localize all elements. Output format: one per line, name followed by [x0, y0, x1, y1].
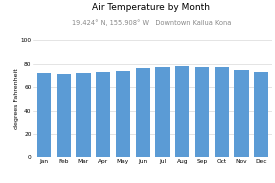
Bar — [254, 72, 268, 157]
Text: 19.424° N, 155.908° W   Downtown Kailua Kona: 19.424° N, 155.908° W Downtown Kailua Ko… — [72, 19, 231, 26]
Bar — [37, 73, 51, 157]
Text: Air Temperature by Month: Air Temperature by Month — [92, 3, 210, 12]
Bar — [155, 67, 170, 157]
Y-axis label: degrees Fahrenheit: degrees Fahrenheit — [14, 68, 19, 129]
Bar — [215, 67, 229, 157]
Bar — [235, 70, 249, 157]
Bar — [136, 68, 150, 157]
Bar — [175, 66, 189, 157]
Bar — [57, 74, 71, 157]
Bar — [76, 73, 90, 157]
Bar — [116, 71, 130, 157]
Bar — [96, 72, 110, 157]
Bar — [195, 67, 209, 157]
